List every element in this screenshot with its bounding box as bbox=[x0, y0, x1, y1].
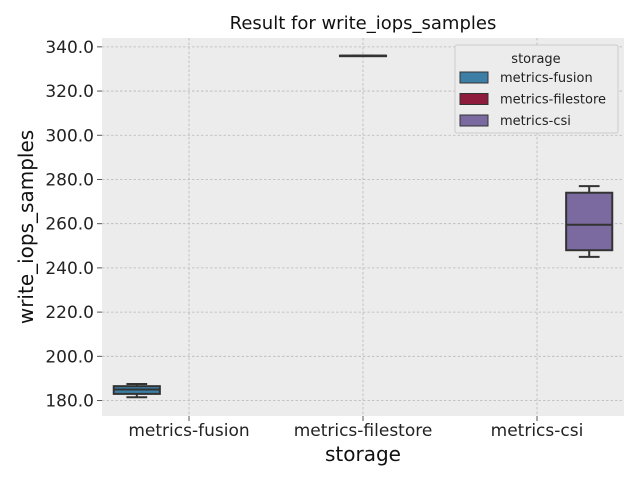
legend-swatch bbox=[459, 114, 489, 127]
legend-label: metrics-csi bbox=[500, 114, 571, 129]
box-plots bbox=[112, 54, 614, 399]
chart-title: Result for write_iops_samples bbox=[230, 13, 497, 34]
x-tick-label: metrics-filestore bbox=[294, 421, 433, 441]
legend-frame bbox=[454, 44, 619, 134]
legend-swatch bbox=[459, 93, 489, 105]
y-tick-label: 300.0 bbox=[45, 126, 94, 146]
y-axis-title: write_iops_samples bbox=[14, 130, 38, 324]
y-tick-label: 180.0 bbox=[45, 392, 94, 412]
box-metrics-fusion bbox=[112, 382, 161, 399]
y-tick-label: 200.0 bbox=[45, 347, 94, 367]
x-axis: metrics-fusion metrics-filestore metrics-c… bbox=[128, 416, 583, 441]
box-metrics-csi bbox=[565, 185, 614, 258]
legend-label: metrics-fusion bbox=[500, 71, 593, 86]
legend-swatch bbox=[459, 71, 489, 84]
y-tick-label: 260.0 bbox=[45, 215, 94, 235]
x-tick-label: metrics-csi bbox=[491, 421, 584, 441]
legend: storage metrics-fusion metrics-filestore m… bbox=[454, 44, 619, 134]
legend-item-metrics-filestore: metrics-filestore bbox=[459, 93, 606, 108]
y-tick-label: 340.0 bbox=[45, 38, 94, 58]
y-tick-label: 220.0 bbox=[45, 303, 94, 323]
box-iqr bbox=[565, 191, 614, 252]
legend-item-metrics-csi: metrics-csi bbox=[459, 114, 571, 129]
legend-label: metrics-filestore bbox=[500, 93, 606, 108]
y-tick-label: 320.0 bbox=[45, 82, 94, 102]
y-tick-label: 240.0 bbox=[45, 259, 94, 279]
legend-item-metrics-fusion: metrics-fusion bbox=[459, 71, 593, 86]
x-tick-label: metrics-fusion bbox=[128, 421, 249, 441]
legend-title: storage bbox=[511, 52, 560, 67]
y-axis: 180.0 200.0 220.0 240.0 260.0 280.0 300.0 320.0… bbox=[45, 38, 102, 412]
y-tick-label: 280.0 bbox=[45, 170, 94, 190]
x-axis-title: storage bbox=[325, 442, 401, 466]
box-metrics-filestore bbox=[338, 54, 388, 58]
